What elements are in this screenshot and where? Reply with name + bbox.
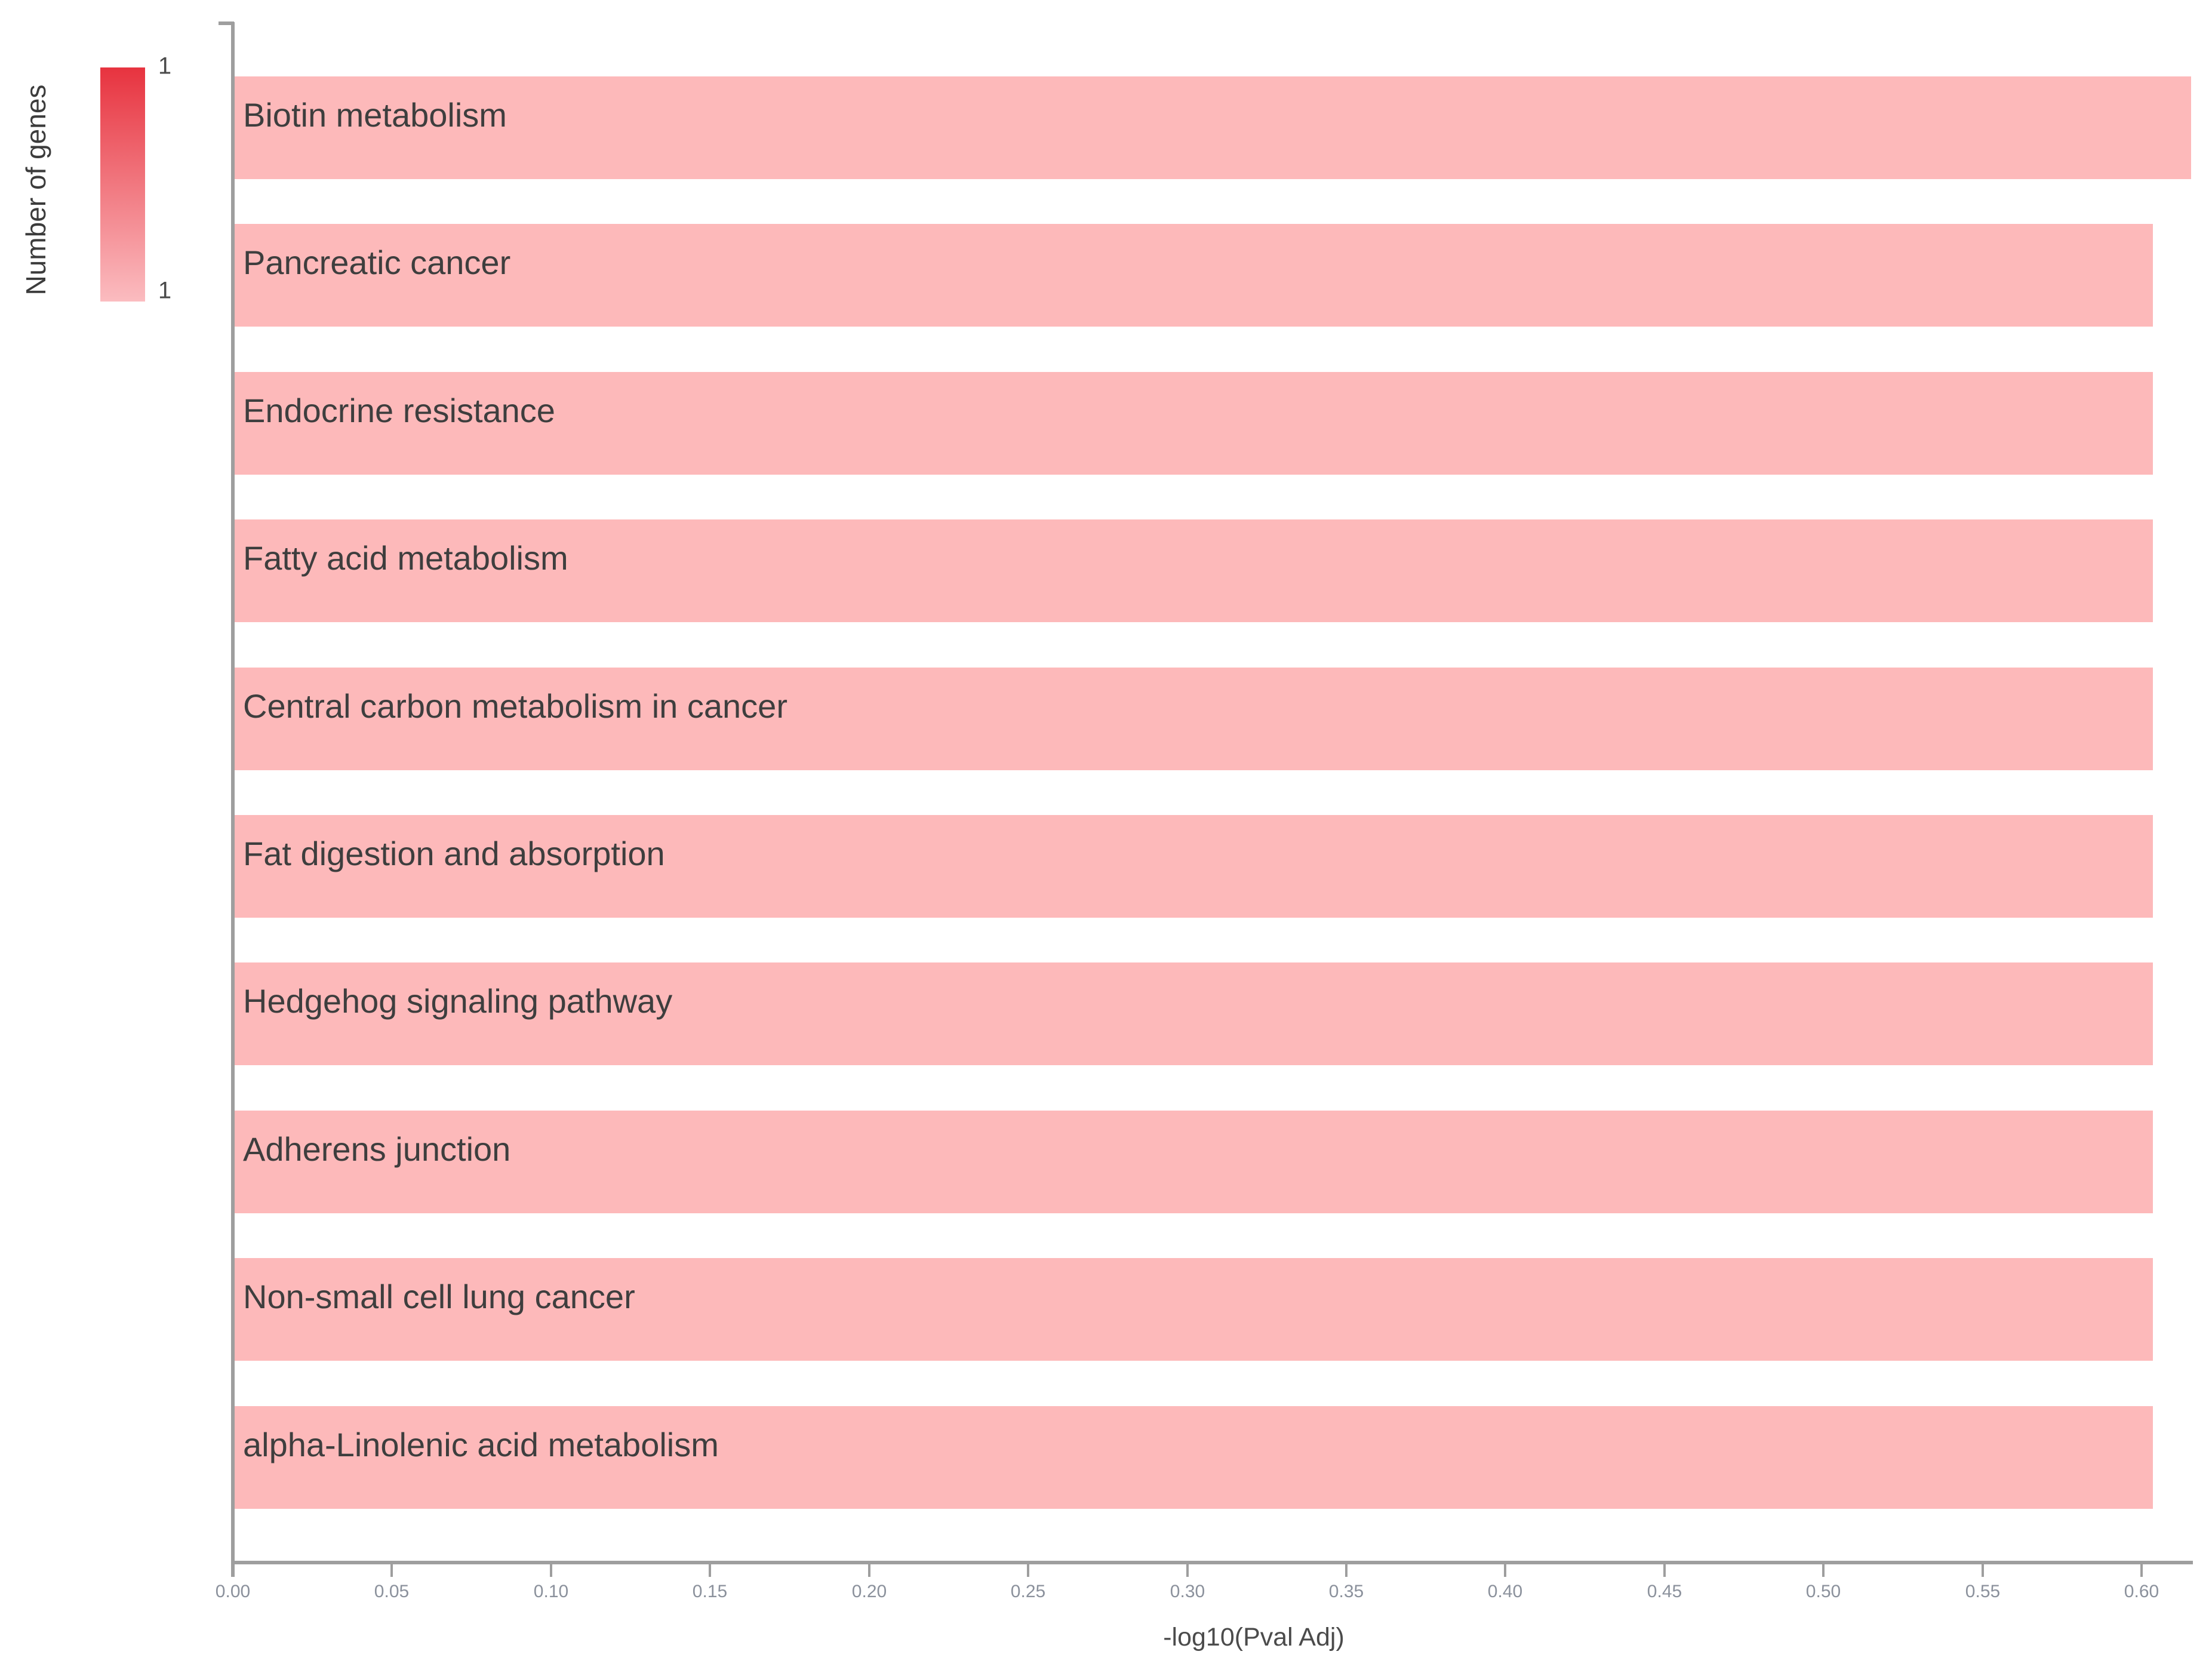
bar-label: Fatty acid metabolism <box>243 539 568 577</box>
x-tick-label: 0.30 <box>1170 1582 1205 1601</box>
bar[interactable]: Hedgehog signaling pathway <box>235 962 2153 1065</box>
x-tick-mark <box>1186 1563 1189 1577</box>
x-tick-mark <box>1027 1563 1029 1577</box>
bar-label: alpha-Linolenic acid metabolism <box>243 1426 719 1463</box>
bar-label: Adherens junction <box>243 1130 511 1168</box>
x-tick-label: 0.50 <box>1805 1582 1841 1601</box>
x-axis-line <box>231 1561 2193 1564</box>
x-tick-label: 0.10 <box>533 1582 569 1601</box>
bar-label: Endocrine resistance <box>243 392 555 429</box>
colorbar-title: Number of genes <box>20 84 51 296</box>
bar-label: Hedgehog signaling pathway <box>243 982 673 1020</box>
x-tick-mark <box>2140 1563 2143 1577</box>
x-tick-label: 0.55 <box>1965 1582 2001 1601</box>
colorbar-max-label: 1 <box>158 53 172 79</box>
x-tick-mark <box>1345 1563 1347 1577</box>
colorbar-min-label: 1 <box>158 277 172 304</box>
bar[interactable]: Pancreatic cancer <box>235 224 2153 327</box>
x-tick-label: 0.00 <box>215 1582 251 1601</box>
x-tick-label: 0.60 <box>2124 1582 2159 1601</box>
x-tick-mark <box>232 1563 234 1577</box>
x-tick-mark <box>709 1563 711 1577</box>
bar[interactable]: Non-small cell lung cancer <box>235 1258 2153 1361</box>
x-tick-mark <box>1822 1563 1825 1577</box>
x-tick-mark <box>868 1563 870 1577</box>
x-tick-label: 0.35 <box>1328 1582 1364 1601</box>
x-tick-label: 0.25 <box>1010 1582 1046 1601</box>
x-tick-label: 0.40 <box>1487 1582 1523 1601</box>
colorbar-gradient <box>100 67 145 302</box>
bar[interactable]: Central carbon metabolism in cancer <box>235 668 2153 770</box>
x-tick-label: 0.15 <box>692 1582 728 1601</box>
x-tick-mark <box>550 1563 552 1577</box>
y-axis-top-tick <box>219 21 234 25</box>
bar-label: Fat digestion and absorption <box>243 835 665 872</box>
x-axis-title: -log10(Pval Adj) <box>1163 1623 1345 1652</box>
x-tick-mark <box>1504 1563 1506 1577</box>
x-tick-label: 0.20 <box>851 1582 887 1601</box>
x-tick-label: 0.45 <box>1647 1582 1682 1601</box>
x-tick-mark <box>1663 1563 1666 1577</box>
bar[interactable]: Biotin metabolism <box>235 76 2191 179</box>
bar[interactable]: Endocrine resistance <box>235 372 2153 475</box>
x-tick-label: 0.05 <box>374 1582 410 1601</box>
bar[interactable]: alpha-Linolenic acid metabolism <box>235 1406 2153 1509</box>
bar[interactable]: Fat digestion and absorption <box>235 815 2153 918</box>
bar[interactable]: Adherens junction <box>235 1111 2153 1213</box>
bar-label: Central carbon metabolism in cancer <box>243 687 787 725</box>
y-axis-line <box>231 22 235 1577</box>
bar-label: Biotin metabolism <box>243 96 507 134</box>
bar-label: Pancreatic cancer <box>243 244 511 281</box>
bar-label: Non-small cell lung cancer <box>243 1278 635 1315</box>
x-tick-mark <box>1982 1563 1984 1577</box>
bar[interactable]: Fatty acid metabolism <box>235 519 2153 622</box>
x-tick-mark <box>390 1563 393 1577</box>
